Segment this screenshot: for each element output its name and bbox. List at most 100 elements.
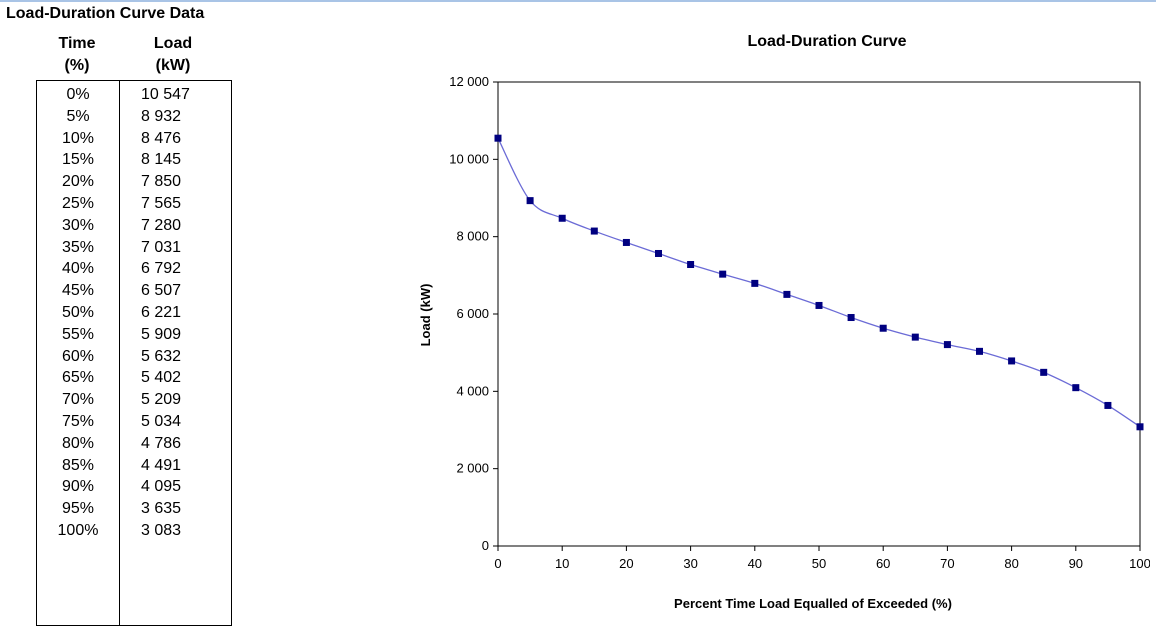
load-cell: 6 507 — [141, 282, 182, 300]
data-point — [1072, 384, 1080, 392]
y-tick-label: 0 — [482, 538, 489, 553]
load-cell: 7 280 — [141, 216, 182, 234]
table-row: 55% 5 909 — [37, 324, 231, 346]
x-tick-label: 10 — [555, 556, 569, 571]
data-point — [879, 324, 887, 332]
time-cell: 65% — [61, 369, 95, 387]
time-header-label: Time — [58, 35, 96, 52]
time-cell: 20% — [61, 173, 95, 191]
time-cell: 95% — [61, 500, 95, 518]
table-row: 50% 6 221 — [37, 302, 231, 324]
time-cell: 50% — [61, 304, 95, 321]
y-tick-label: 4 000 — [456, 383, 489, 398]
table-title: Load-Duration Curve Data — [6, 5, 205, 22]
load-cell: 5 632 — [141, 347, 182, 365]
load-cell: 3 635 — [141, 500, 182, 518]
y-tick-label: 2 000 — [456, 461, 489, 476]
data-point — [526, 197, 534, 205]
load-cell: 7 565 — [141, 195, 182, 212]
x-tick-label: 60 — [876, 556, 890, 571]
table-row: 5% 8 932 — [37, 106, 231, 128]
time-cell: 10% — [61, 129, 95, 147]
time-header-unit: (%) — [64, 57, 90, 74]
data-point — [751, 279, 759, 287]
table-row: 15% 8 145 — [37, 149, 231, 171]
time-cell: 55% — [61, 325, 95, 343]
data-point — [494, 134, 502, 142]
table-row: 60% 5 632 — [37, 346, 231, 368]
x-tick-label: 70 — [940, 556, 954, 571]
x-tick-label: 90 — [1069, 556, 1083, 571]
table-row: 10% 8 476 — [37, 128, 231, 150]
data-point — [1008, 357, 1016, 365]
load-cell: 8 476 — [141, 129, 182, 147]
data-point — [1040, 368, 1048, 376]
x-tick-label: 0 — [494, 556, 501, 571]
load-duration-table: 0% 10 547 5% 8 932 10% 8 476 15% 8 145 20% 7 850 2… — [36, 80, 232, 626]
data-point — [1104, 401, 1112, 409]
load-cell: 3 083 — [141, 522, 182, 539]
load-cell: 4 786 — [141, 434, 182, 452]
load-header-label: Load — [153, 35, 193, 52]
load-cell: 5 209 — [141, 391, 182, 409]
table-row: 75% 5 034 — [37, 411, 231, 433]
table-row: 35% 7 031 — [37, 237, 231, 259]
top-border — [0, 0, 1156, 2]
time-cell: 60% — [61, 347, 95, 365]
series-line — [497, 137, 1141, 428]
y-axis-label: Load (kW) — [418, 284, 433, 347]
x-axis-label: Percent Time Load Equalled of Exceeded (… — [674, 596, 952, 611]
x-tick-label: 80 — [1004, 556, 1018, 571]
table-row: 45% 6 507 — [37, 280, 231, 302]
data-point — [976, 347, 983, 355]
data-point — [911, 333, 919, 341]
x-tick-label: 50 — [812, 556, 826, 571]
load-header-unit: (kW) — [155, 57, 191, 74]
data-point — [719, 270, 727, 278]
data-point — [815, 301, 823, 309]
time-cell: 80% — [61, 434, 95, 452]
x-tick-label: 20 — [619, 556, 633, 571]
load-cell: 6 221 — [141, 304, 182, 321]
data-point — [590, 227, 598, 235]
time-column-header: Time (%) — [36, 33, 118, 77]
table-row: 90% 4 095 — [37, 476, 231, 498]
x-tick-label: 30 — [683, 556, 697, 571]
time-cell: 70% — [61, 391, 95, 409]
load-cell: 8 932 — [141, 107, 182, 125]
time-cell: 75% — [61, 413, 95, 430]
table-row: 20% 7 850 — [37, 171, 231, 193]
time-cell: 25% — [61, 195, 95, 212]
time-cell: 90% — [61, 478, 95, 496]
plot-area: 0 2 000 4 000 6 000 8 000 10 000 12 000 0 10 20 30… — [449, 74, 1150, 571]
data-point — [622, 238, 630, 246]
y-tick-label: 10 000 — [449, 151, 489, 166]
time-cell: 15% — [61, 151, 95, 169]
table-row: 65% 5 402 — [37, 367, 231, 389]
data-point — [655, 249, 662, 257]
table-row: 0% 10 547 — [37, 84, 231, 106]
load-cell: 5 034 — [141, 413, 182, 430]
chart-title: Load-Duration Curve — [747, 33, 906, 50]
data-point — [558, 214, 566, 222]
x-tick-label: 40 — [748, 556, 762, 571]
time-cell: 100% — [57, 522, 99, 539]
table-row: 25% 7 565 — [37, 193, 231, 215]
table-row: 80% 4 786 — [37, 433, 231, 455]
y-tick-label: 8 000 — [456, 229, 489, 244]
column-divider — [119, 81, 120, 625]
time-cell: 30% — [61, 216, 95, 234]
data-point — [847, 314, 855, 322]
load-column-header: Load (kW) — [118, 33, 228, 77]
table-row: 85% 4 491 — [37, 455, 231, 477]
load-cell: 4 491 — [141, 456, 182, 474]
time-cell: 35% — [61, 238, 95, 256]
load-duration-chart: Load-Duration Curve Load (kW) Percent Ti… — [418, 33, 1150, 611]
load-cell: 7 850 — [141, 173, 182, 191]
table-row: 30% 7 280 — [37, 215, 231, 237]
load-cell: 5 402 — [141, 369, 182, 387]
time-cell: 40% — [61, 260, 95, 278]
plot-frame — [497, 81, 1141, 547]
x-tick-label: 100 — [1129, 556, 1150, 571]
time-cell: 85% — [61, 456, 95, 474]
